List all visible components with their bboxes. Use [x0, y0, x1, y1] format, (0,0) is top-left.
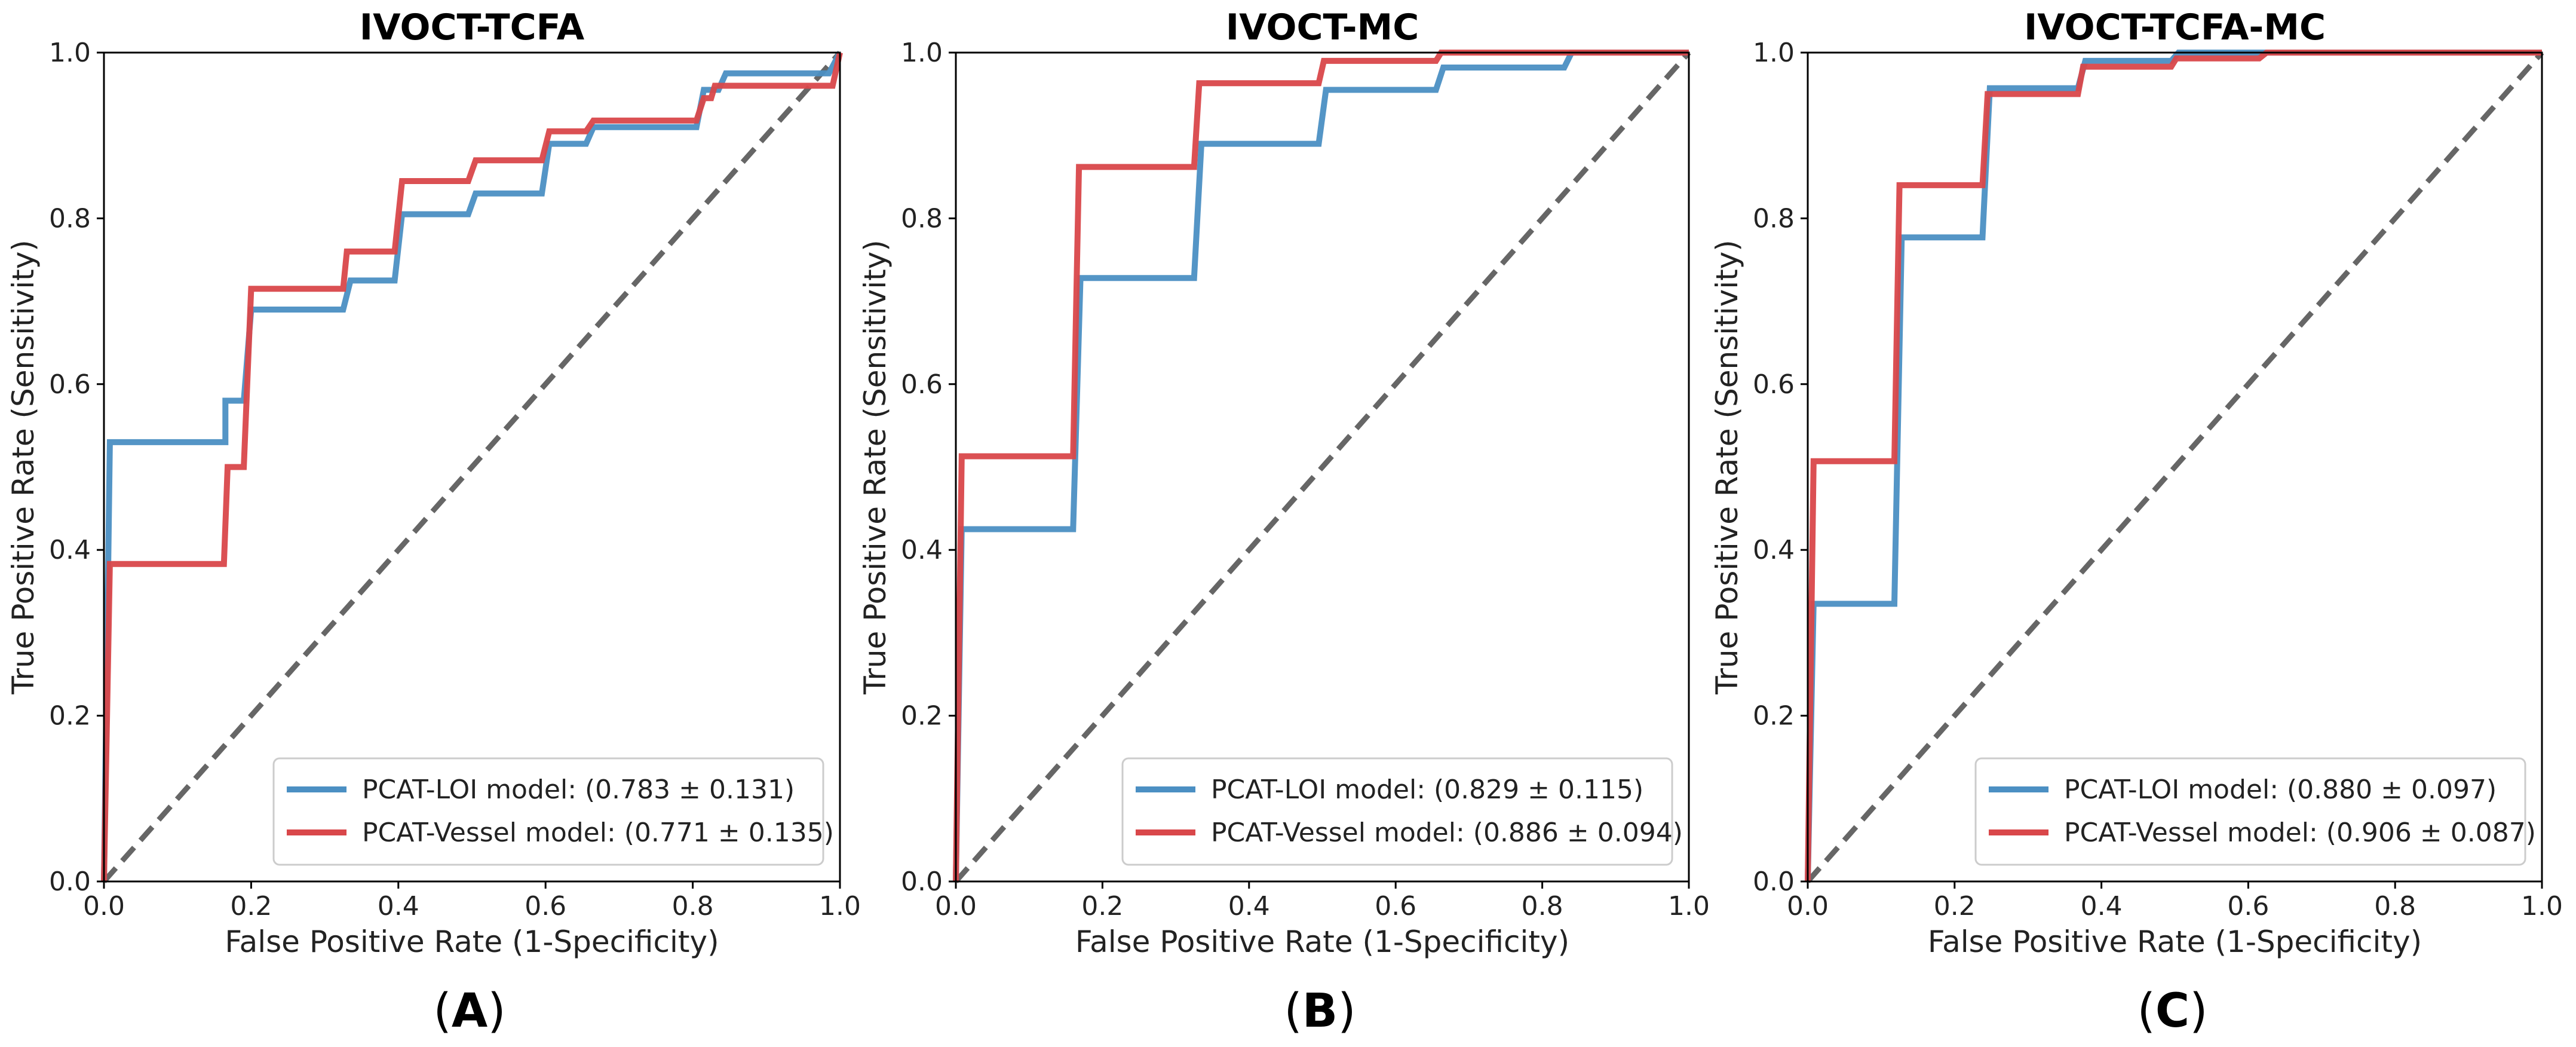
- panel-title: IVOCT-TCFA: [360, 7, 585, 48]
- legend-entry-label: PCAT-LOI model: (0.783 ± 0.131): [362, 774, 795, 805]
- y-tick-label: 0.8: [1753, 203, 1795, 234]
- chance-diagonal-line: [1805, 51, 2544, 883]
- chance-diagonal-line: [953, 51, 1691, 883]
- legend-entry-label: PCAT-LOI model: (0.880 ± 0.097): [2064, 774, 2497, 805]
- x-tick-label: 0.4: [378, 891, 419, 922]
- legend-entry-label: PCAT-Vessel model: (0.886 ± 0.094): [1211, 818, 1683, 848]
- x-tick-label: 0.0: [935, 891, 977, 922]
- y-tick-label: 0.4: [49, 535, 91, 565]
- y-tick-label: 1.0: [901, 38, 943, 68]
- panel-title: IVOCT-TCFA-MC: [2024, 7, 2326, 48]
- panel-letter: (A): [433, 984, 505, 1038]
- roc-curve-loi: [953, 50, 1689, 882]
- legend-box: [1121, 757, 1673, 866]
- chance-diagonal-line: [102, 51, 842, 883]
- x-tick-label: 0.4: [2081, 891, 2123, 922]
- x-tick-label: 1.0: [1668, 891, 1710, 922]
- x-tick-label: 0.2: [1934, 891, 1976, 922]
- y-tick-label: 0.2: [49, 701, 91, 731]
- legend-entry-label: PCAT-Vessel model: (0.771 ± 0.135): [362, 818, 834, 848]
- y-axis-label: True Positive Rate (Sensitivity): [6, 240, 41, 695]
- y-tick-label: 1.0: [1753, 38, 1795, 68]
- x-axis-label: False Positive Rate (1-Specificity): [1075, 924, 1569, 959]
- roc-curve-vessel: [953, 50, 1689, 882]
- axes-frame: [955, 51, 1690, 883]
- legend: PCAT-LOI model: (0.880 ± 0.097) PCAT-Vess…: [1974, 757, 2536, 866]
- x-tick-label: 0.2: [1081, 891, 1123, 922]
- roc-curve-vessel: [101, 51, 843, 882]
- y-tick-label: 0.2: [1753, 701, 1795, 731]
- legend-entry-label: PCAT-Vessel model: (0.906 ± 0.087): [2064, 818, 2536, 848]
- y-tick-label: 0.0: [49, 867, 91, 897]
- panel-letter: (C): [2137, 984, 2207, 1038]
- x-tick-label: 0.6: [525, 891, 566, 922]
- y-axis-label: True Positive Rate (Sensitivity): [858, 240, 893, 695]
- y-tick-label: 0.2: [901, 701, 943, 731]
- y-tick-label: 0.4: [1753, 535, 1795, 565]
- roc-curve-vessel: [1805, 50, 2542, 882]
- x-tick-label: 1.0: [819, 891, 861, 922]
- x-tick-label: 0.8: [2374, 891, 2416, 922]
- legend: PCAT-LOI model: (0.783 ± 0.131) PCAT-Vess…: [272, 757, 834, 866]
- x-tick-label: 0.0: [83, 891, 125, 922]
- x-tick-label: 0.0: [1787, 891, 1829, 922]
- panel-letter: (B): [1284, 984, 1356, 1038]
- x-tick-label: 0.6: [2227, 891, 2269, 922]
- x-tick-label: 1.0: [2521, 891, 2563, 922]
- legend-entry-label: PCAT-LOI model: (0.829 ± 0.115): [1211, 774, 1643, 805]
- y-tick-label: 0.6: [1753, 369, 1795, 400]
- y-tick-label: 0.0: [901, 867, 943, 897]
- x-axis-label: False Positive Rate (1-Specificity): [225, 924, 719, 959]
- roc-panel-a: IVOCT-TCFA 0.0 0.2 0.4 0.6 0.8 1.0 0.0 0.2 0.4 0.6…: [6, 7, 861, 1038]
- x-tick-label: 0.2: [230, 891, 272, 922]
- axes-frame: [103, 51, 841, 883]
- x-tick-label: 0.6: [1375, 891, 1416, 922]
- roc-panel-b: IVOCT-MC 0.0 0.2 0.4 0.6 0.8 1.0 0.0 0.2 0.4 0.6 0.…: [858, 7, 1710, 1038]
- y-tick-label: 0.0: [1753, 867, 1795, 897]
- y-tick-label: 1.0: [49, 38, 91, 68]
- roc-panel-c: IVOCT-TCFA-MC 0.0 0.2 0.4 0.6 0.8 1.0 0.0 0.2 0.4…: [1710, 7, 2563, 1038]
- legend: PCAT-LOI model: (0.829 ± 0.115) PCAT-Vess…: [1121, 757, 1683, 866]
- x-tick-label: 0.8: [672, 891, 714, 922]
- y-axis-label: True Positive Rate (Sensitivity): [1710, 240, 1744, 695]
- y-tick-label: 0.8: [901, 203, 943, 234]
- axes-frame: [1807, 51, 2543, 883]
- x-tick-label: 0.8: [1522, 891, 1563, 922]
- legend-box: [272, 757, 824, 866]
- y-tick-label: 0.4: [901, 535, 943, 565]
- y-tick-label: 0.6: [901, 369, 943, 400]
- x-axis-label: False Positive Rate (1-Specificity): [1928, 924, 2422, 959]
- panel-title: IVOCT-MC: [1226, 7, 1419, 48]
- y-tick-label: 0.8: [49, 203, 91, 234]
- legend-box: [1974, 757, 2526, 866]
- y-tick-label: 0.6: [49, 369, 91, 400]
- x-tick-label: 0.4: [1228, 891, 1270, 922]
